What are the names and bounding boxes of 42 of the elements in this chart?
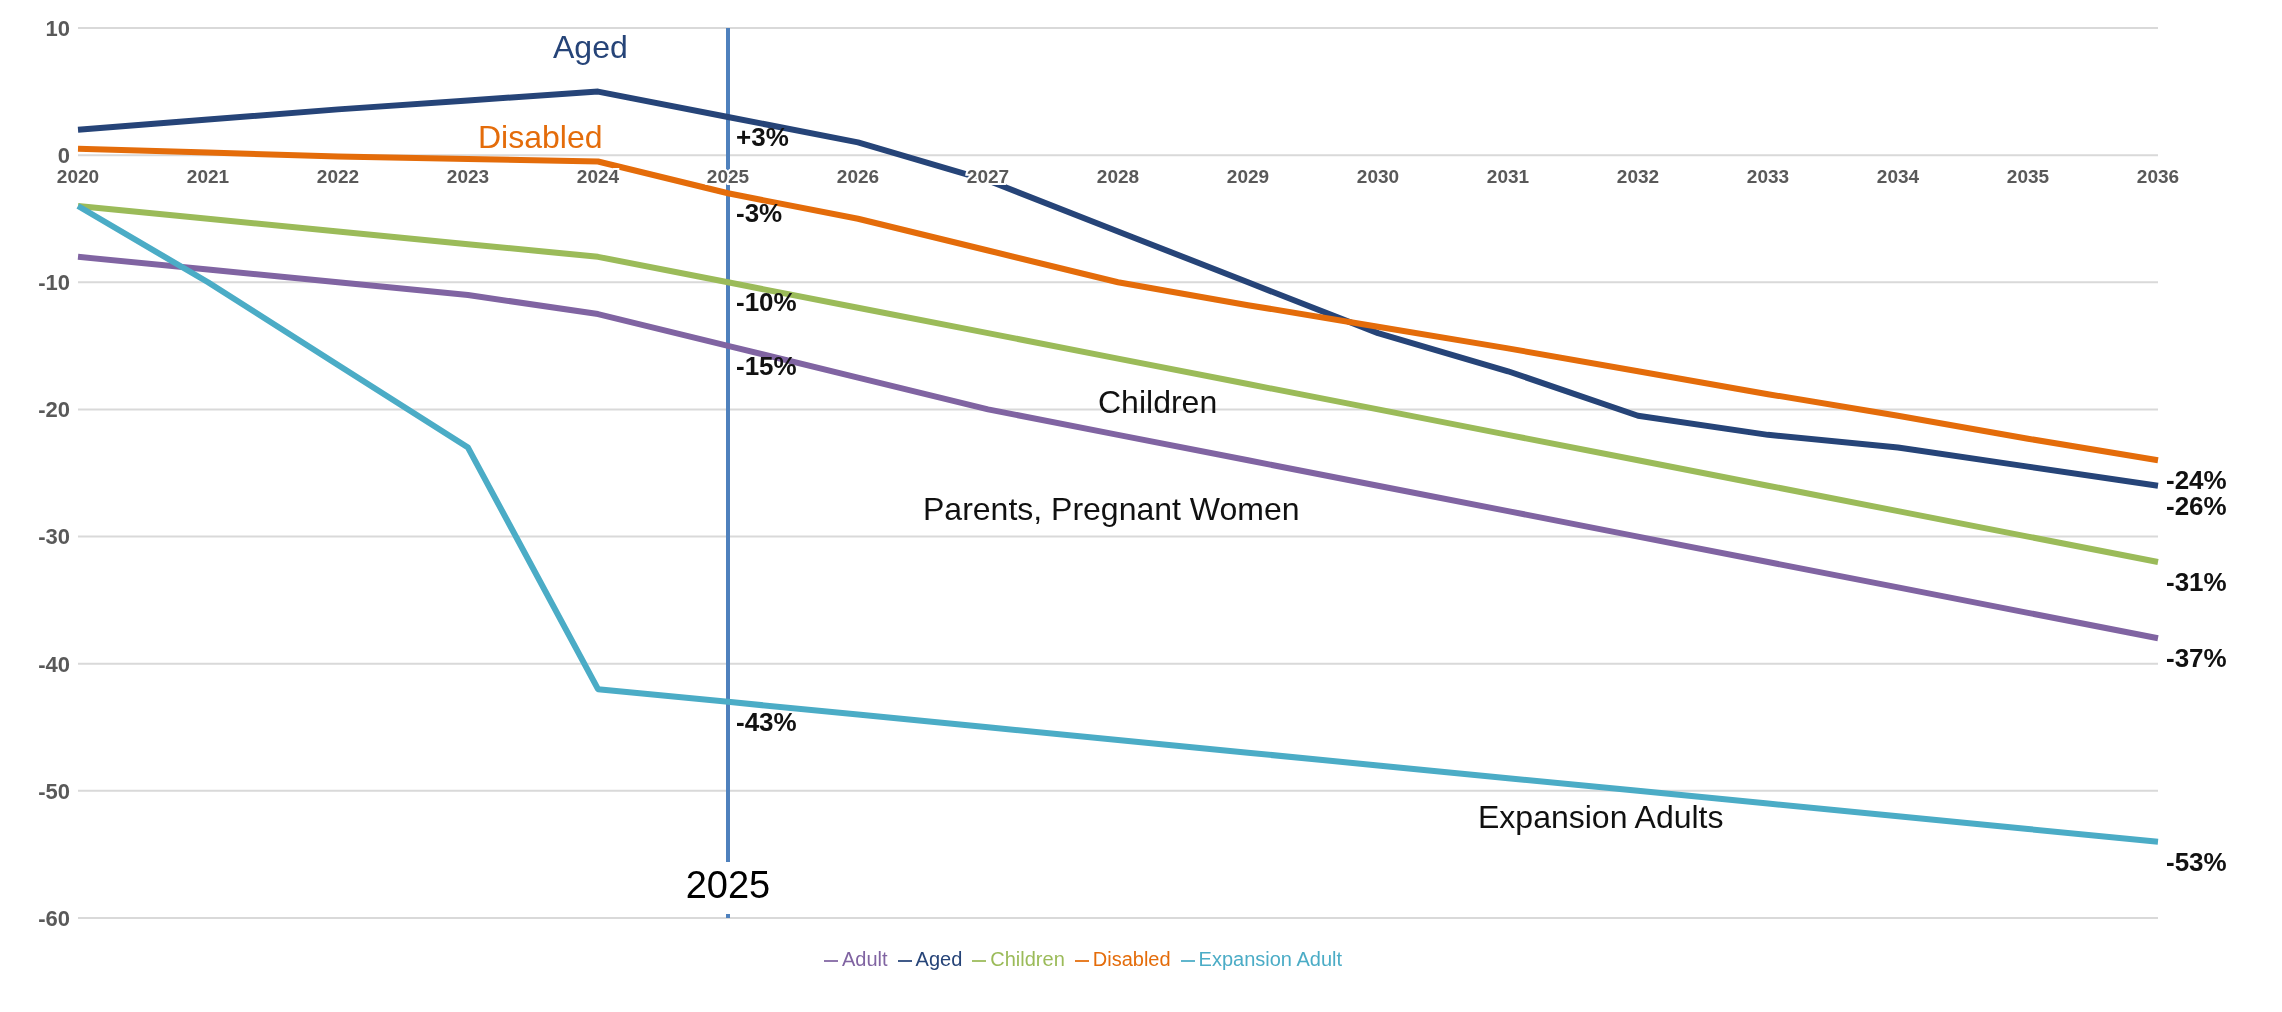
x-tick-label: 2036 <box>2136 166 2180 188</box>
annotation: +3% <box>736 121 789 152</box>
legend-label: Children <box>990 948 1065 970</box>
annotation: -43% <box>736 706 797 737</box>
x-tick-label: 2028 <box>1096 166 1140 188</box>
legend-label: Expansion Adult <box>1198 948 1343 970</box>
y-tick-label: -10 <box>38 270 70 296</box>
x-tick-label: 2035 <box>2006 166 2050 188</box>
x-tick-label: 2020 <box>56 166 100 188</box>
x-tick-label: 2023 <box>446 166 490 188</box>
legend-label: Disabled <box>1092 948 1171 970</box>
annotation: -31% <box>2166 566 2227 597</box>
y-tick-label: 10 <box>45 15 70 41</box>
annotation: Parents, Pregnant Women <box>923 491 1300 527</box>
y-tick-label: -50 <box>38 778 70 804</box>
legend-label: Aged <box>915 948 963 970</box>
annotation: -10% <box>736 287 797 318</box>
ref-line-label: 2025 <box>685 864 771 907</box>
x-tick-label: 2032 <box>1616 166 1660 188</box>
x-tick-label: 2024 <box>576 166 620 188</box>
x-tick-label: 2033 <box>1746 166 1790 188</box>
annotation: -3% <box>736 198 783 229</box>
y-tick-label: -30 <box>38 524 70 550</box>
legend-label: Adult <box>841 948 888 970</box>
annotation: Disabled <box>478 119 603 155</box>
y-tick-label: -60 <box>38 905 70 931</box>
x-tick-label: 2021 <box>186 166 230 188</box>
x-tick-label: 2031 <box>1486 166 1530 188</box>
annotation: -15% <box>736 350 797 381</box>
annotation: -37% <box>2166 643 2227 674</box>
x-tick-label: 2026 <box>836 166 880 188</box>
x-tick-label: 2022 <box>316 166 360 188</box>
y-tick-label: -20 <box>38 397 70 423</box>
annotation: Children <box>1098 384 1218 420</box>
x-tick-label: 2029 <box>1226 166 1270 188</box>
x-tick-label: 2030 <box>1356 166 1400 188</box>
y-tick-label: -40 <box>38 651 70 677</box>
annotation: -53% <box>2166 846 2227 877</box>
annotation: Expansion Adults <box>1478 799 1724 835</box>
annotation: Aged <box>553 29 628 65</box>
y-tick-label: 0 <box>57 142 70 168</box>
x-tick-label: 2034 <box>1876 166 1920 188</box>
